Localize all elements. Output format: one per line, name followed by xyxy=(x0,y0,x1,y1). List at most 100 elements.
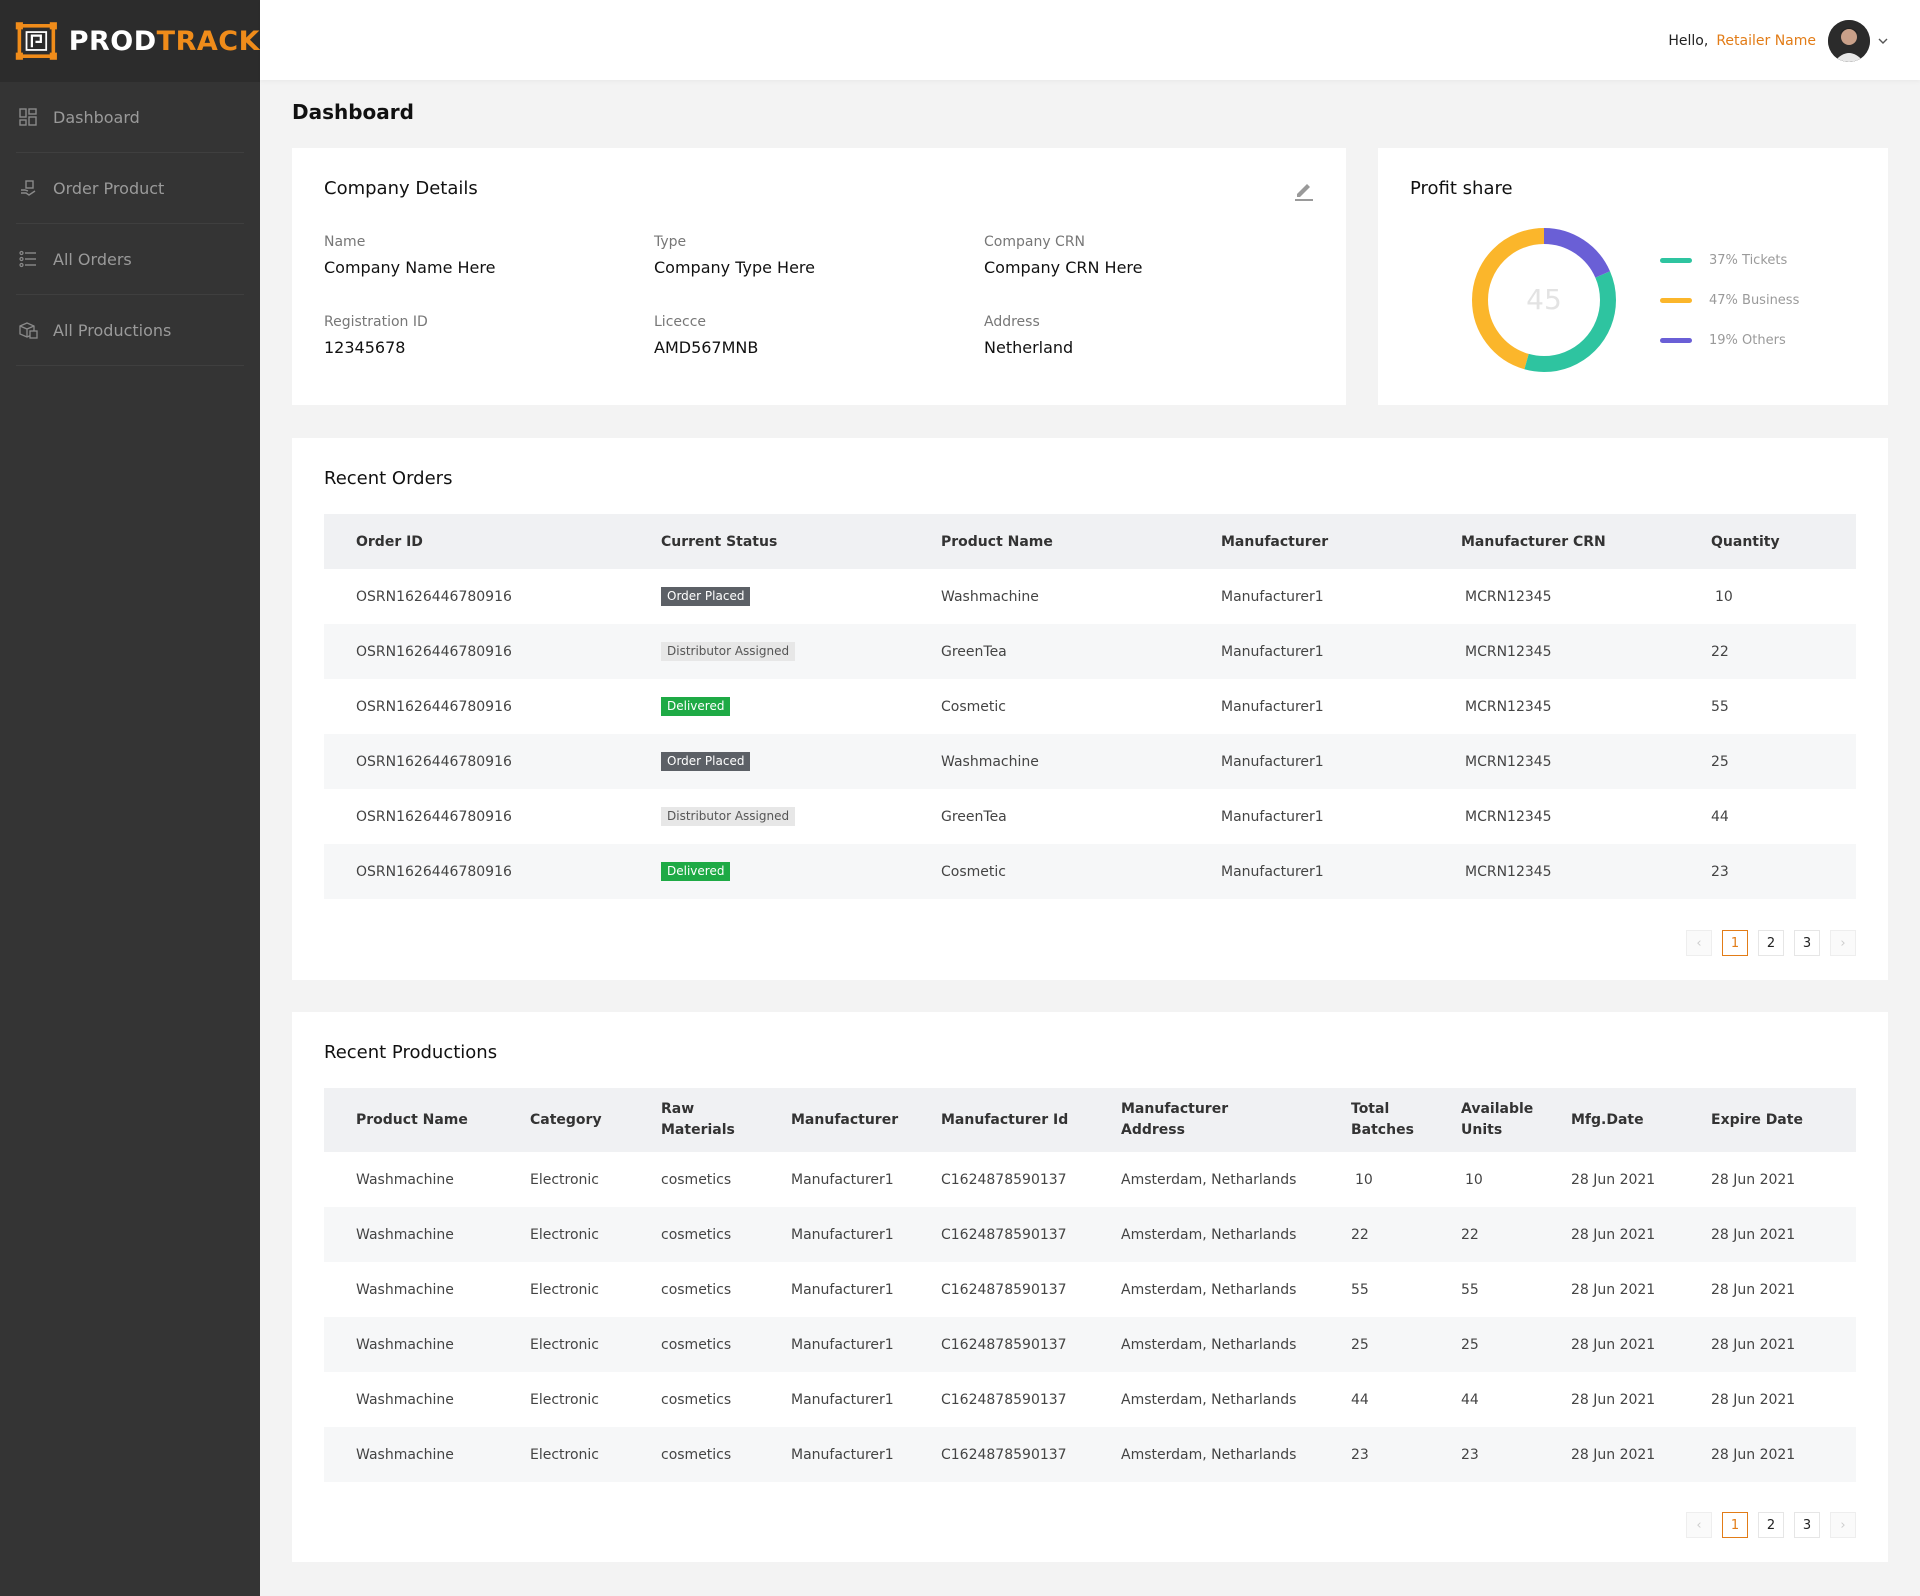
table-row[interactable]: Washmachine Electronic cosmetics Manufac… xyxy=(324,1262,1856,1317)
sidebar-item-order-product[interactable]: Order Product xyxy=(16,153,244,224)
quantity-cell: 23 xyxy=(1711,863,1729,880)
logo-icon xyxy=(15,22,57,60)
mfg-date-cell: 28 Jun 2021 xyxy=(1571,1336,1656,1353)
recent-orders-card: Recent Orders Order ID Current Status Pr… xyxy=(292,438,1888,980)
mfg-date-cell: 28 Jun 2021 xyxy=(1571,1446,1656,1463)
company-details-title: Company Details xyxy=(324,178,478,199)
category-cell: Electronic xyxy=(530,1391,600,1408)
batches-cell: 44 xyxy=(1351,1391,1369,1408)
column-header: Total Batches xyxy=(1351,1101,1414,1138)
product-cell: Washmachine xyxy=(356,1281,454,1298)
table-row[interactable]: Washmachine Electronic cosmetics Manufac… xyxy=(324,1427,1856,1482)
product-cell: Washmachine xyxy=(356,1336,454,1353)
manufacturer-id-cell: C1624878590137 xyxy=(941,1281,1067,1298)
pagination-page[interactable]: 2 xyxy=(1758,1512,1784,1538)
legend-label: 47% Business xyxy=(1709,292,1800,308)
units-cell: 23 xyxy=(1461,1446,1479,1463)
table-row[interactable]: Washmachine Electronic cosmetics Manufac… xyxy=(324,1317,1856,1372)
top-header: Hello, Retailer Name xyxy=(260,0,1920,80)
address-cell: Amsterdam, Netharlands xyxy=(1121,1226,1297,1243)
brand-name: PRODTRACK xyxy=(69,26,260,57)
category-cell: Electronic xyxy=(530,1281,600,1298)
manufacturer-cell: Manufacturer1 xyxy=(1221,808,1324,825)
batches-cell: 10 xyxy=(1355,1171,1373,1188)
pagination-page[interactable]: 2 xyxy=(1758,930,1784,956)
avatar[interactable] xyxy=(1828,20,1870,62)
pagination-page[interactable]: 1 xyxy=(1722,1512,1748,1538)
brand-logo[interactable]: PRODTRACK xyxy=(0,0,260,82)
legend-item-others: 19% Others xyxy=(1660,320,1799,360)
table-header: Order ID Current Status Product Name Man… xyxy=(324,514,1856,569)
pagination-page[interactable]: 1 xyxy=(1722,930,1748,956)
column-header: Quantity xyxy=(1711,533,1780,550)
address-cell: Amsterdam, Netharlands xyxy=(1121,1446,1297,1463)
sidebar-item-label: All Productions xyxy=(53,320,172,340)
legend-label: 37% Tickets xyxy=(1709,252,1788,268)
pagination-page[interactable]: 3 xyxy=(1794,930,1820,956)
pagination-next[interactable]: › xyxy=(1830,930,1856,956)
field-label: Address xyxy=(984,314,1040,330)
sidebar: PRODTRACK Dashboard Order Product All Or… xyxy=(0,0,260,1596)
pagination-page[interactable]: 3 xyxy=(1794,1512,1820,1538)
column-header: Manufacturer Id xyxy=(941,1111,1069,1128)
table-row[interactable]: Washmachine Electronic cosmetics Manufac… xyxy=(324,1372,1856,1427)
table-row[interactable]: OSRN1626446780916 Order Placed Washmachi… xyxy=(324,734,1856,789)
address-cell: Amsterdam, Netharlands xyxy=(1121,1391,1297,1408)
legend-label: 19% Others xyxy=(1709,332,1786,348)
company-type-field: Type Company Type Here xyxy=(654,234,815,277)
table-row[interactable]: OSRN1626446780916 Delivered Cosmetic Man… xyxy=(324,844,1856,899)
brand-name-part2: TRACK xyxy=(156,25,260,57)
table-row[interactable]: OSRN1626446780916 Distributor Assigned G… xyxy=(324,789,1856,844)
table-header: Product Name Category Raw Materials Manu… xyxy=(324,1088,1856,1152)
quantity-cell: 10 xyxy=(1715,588,1733,605)
table-row[interactable]: Washmachine Electronic cosmetics Manufac… xyxy=(324,1152,1856,1207)
product-cell: Washmachine xyxy=(941,753,1039,770)
crn-cell: MCRN12345 xyxy=(1465,753,1552,770)
user-menu[interactable]: Hello, Retailer Name xyxy=(1668,20,1888,62)
batches-cell: 55 xyxy=(1351,1281,1369,1298)
units-cell: 44 xyxy=(1461,1391,1479,1408)
chevron-down-icon[interactable] xyxy=(1878,36,1888,46)
table-row[interactable]: OSRN1626446780916 Order Placed Washmachi… xyxy=(324,569,1856,624)
address-cell: Amsterdam, Netharlands xyxy=(1121,1281,1297,1298)
status-badge: Distributor Assigned xyxy=(661,642,796,661)
sidebar-item-all-productions[interactable]: All Productions xyxy=(16,295,244,366)
manufacturer-id-cell: C1624878590137 xyxy=(941,1446,1067,1463)
table-row[interactable]: OSRN1626446780916 Distributor Assigned G… xyxy=(324,624,1856,679)
pagination-next[interactable]: › xyxy=(1830,1512,1856,1538)
manufacturer-cell: Manufacturer1 xyxy=(1221,643,1324,660)
manufacturer-cell: Manufacturer1 xyxy=(1221,588,1324,605)
manufacturer-id-cell: C1624878590137 xyxy=(941,1336,1067,1353)
column-header: Mfg.Date xyxy=(1571,1111,1644,1128)
column-header: Manufacturer xyxy=(791,1111,899,1128)
sidebar-item-all-orders[interactable]: All Orders xyxy=(16,224,244,295)
address-cell: Amsterdam, Netharlands xyxy=(1121,1336,1297,1353)
sidebar-item-label: Order Product xyxy=(53,178,165,198)
pagination-prev[interactable]: ‹ xyxy=(1686,1512,1712,1538)
status-badge: Distributor Assigned xyxy=(661,807,796,826)
greeting-text: Hello, xyxy=(1668,33,1709,49)
raw-materials-cell: cosmetics xyxy=(661,1226,732,1243)
manufacturer-cell: Manufacturer1 xyxy=(791,1336,894,1353)
product-cell: Washmachine xyxy=(941,588,1039,605)
company-details-card: Company Details Name Company Name Here T… xyxy=(292,148,1346,405)
order-product-icon xyxy=(18,178,38,198)
category-cell: Electronic xyxy=(530,1226,600,1243)
field-label: Company CRN xyxy=(984,234,1086,250)
expire-date-cell: 28 Jun 2021 xyxy=(1711,1391,1796,1408)
legend-swatch xyxy=(1660,297,1692,303)
table-row[interactable]: Washmachine Electronic cosmetics Manufac… xyxy=(324,1207,1856,1262)
mfg-date-cell: 28 Jun 2021 xyxy=(1571,1281,1656,1298)
pagination-prev[interactable]: ‹ xyxy=(1686,930,1712,956)
dashboard-icon xyxy=(18,107,38,127)
table-body: OSRN1626446780916 Order Placed Washmachi… xyxy=(324,569,1856,899)
address-field: Address Netherland xyxy=(984,314,1073,357)
list-icon xyxy=(18,249,38,269)
legend-swatch xyxy=(1660,257,1692,263)
edit-icon[interactable] xyxy=(1292,178,1316,202)
product-cell: Cosmetic xyxy=(941,698,1006,715)
sidebar-item-dashboard[interactable]: Dashboard xyxy=(16,82,244,153)
table-row[interactable]: OSRN1626446780916 Delivered Cosmetic Man… xyxy=(324,679,1856,734)
mfg-date-cell: 28 Jun 2021 xyxy=(1571,1391,1656,1408)
column-header: Product Name xyxy=(941,533,1053,550)
